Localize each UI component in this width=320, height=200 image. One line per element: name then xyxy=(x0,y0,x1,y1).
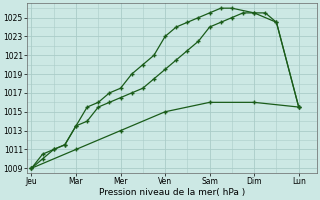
X-axis label: Pression niveau de la mer( hPa ): Pression niveau de la mer( hPa ) xyxy=(99,188,245,197)
